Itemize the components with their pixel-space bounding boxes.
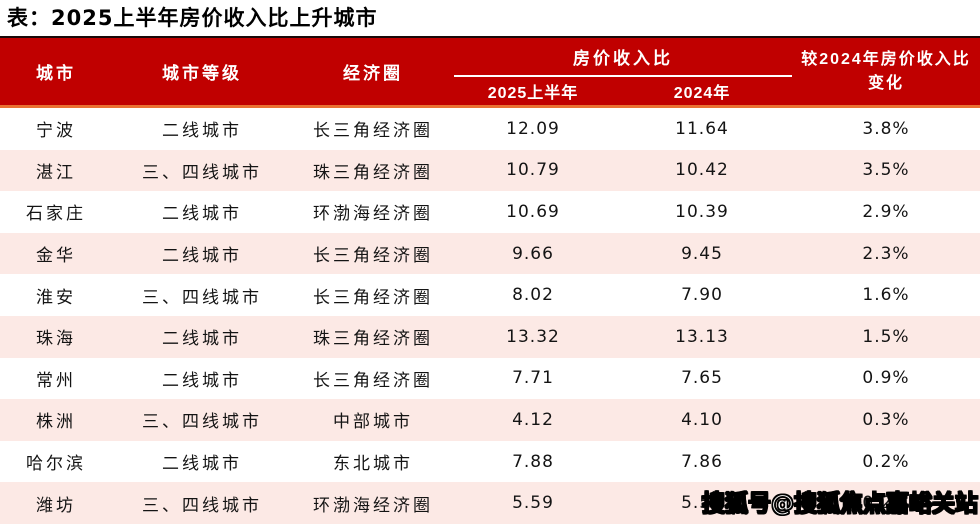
cell-region: 长三角经济圈 bbox=[313, 370, 433, 391]
cell-tier: 三、四线城市 bbox=[142, 495, 262, 516]
cell-ratio-2025: 10.69 bbox=[506, 201, 560, 222]
table-row: 珠海 二线城市 珠三角经济圈 13.32 13.13 1.5% bbox=[0, 315, 980, 358]
cell-city: 淮安 bbox=[36, 287, 76, 308]
cell-region: 长三角经济圈 bbox=[313, 121, 433, 142]
col-header-change: 较2024年房价收入比变化 bbox=[792, 37, 980, 108]
cell-city: 金华 bbox=[36, 246, 76, 267]
cell-city: 珠海 bbox=[36, 329, 76, 350]
table-row: 潍坊 三、四线城市 环渤海经济圈 5.59 5.58 0.2% bbox=[0, 482, 980, 524]
cell-ratio-2025: 7.71 bbox=[512, 368, 554, 389]
table-row: 湛江 三、四线城市 珠三角经济圈 10.79 10.42 3.5% bbox=[0, 149, 980, 192]
table-row: 哈尔滨 二线城市 东北城市 7.88 7.86 0.2% bbox=[0, 441, 980, 483]
cell-change: 0.3% bbox=[862, 409, 910, 430]
cell-city: 宁波 bbox=[36, 121, 76, 142]
table-row: 金华 二线城市 长三角经济圈 9.66 9.45 2.3% bbox=[0, 232, 980, 275]
cell-tier: 二线城市 bbox=[162, 370, 242, 391]
table-title: 表：2025上半年房价收入比上升城市 bbox=[7, 6, 378, 30]
col-header-region: 经济圈 bbox=[292, 37, 454, 108]
cell-ratio-2025: 8.02 bbox=[512, 285, 554, 306]
table-row: 常州 二线城市 长三角经济圈 7.71 7.65 0.9% bbox=[0, 358, 980, 400]
cell-ratio-2024: 7.65 bbox=[681, 368, 723, 389]
cell-tier: 三、四线城市 bbox=[142, 162, 262, 183]
cell-tier: 二线城市 bbox=[162, 121, 242, 142]
col-header-ratio-group: 房价收入比 bbox=[454, 37, 792, 77]
cell-region: 长三角经济圈 bbox=[313, 246, 433, 267]
cell-region: 珠三角经济圈 bbox=[313, 329, 433, 350]
col-header-city: 城市 bbox=[0, 37, 112, 108]
cell-tier: 三、四线城市 bbox=[142, 412, 262, 433]
cell-ratio-2024: 5.58 bbox=[681, 493, 723, 514]
cell-region: 环渤海经济圈 bbox=[313, 495, 433, 516]
cell-region: 东北城市 bbox=[333, 454, 413, 475]
cell-change: 0.9% bbox=[862, 368, 910, 389]
cell-ratio-2025: 7.88 bbox=[512, 451, 554, 472]
table-body: 宁波 二线城市 长三角经济圈 12.09 11.64 3.8% 湛江 三、四线城… bbox=[0, 107, 980, 524]
cell-change: 0.2% bbox=[862, 451, 910, 472]
table-row: 淮安 三、四线城市 长三角经济圈 8.02 7.90 1.6% bbox=[0, 274, 980, 316]
cell-ratio-2024: 7.90 bbox=[681, 285, 723, 306]
cell-city: 常州 bbox=[36, 370, 76, 391]
cell-tier: 二线城市 bbox=[162, 246, 242, 267]
cell-ratio-2024: 10.42 bbox=[675, 160, 729, 181]
cell-tier: 三、四线城市 bbox=[142, 287, 262, 308]
cell-ratio-2024: 7.86 bbox=[681, 451, 723, 472]
cell-city: 哈尔滨 bbox=[26, 454, 86, 475]
cell-ratio-2025: 5.59 bbox=[512, 493, 554, 514]
cell-city: 石家庄 bbox=[26, 204, 86, 225]
col-header-2024: 2024年 bbox=[612, 76, 792, 108]
table-row: 石家庄 二线城市 环渤海经济圈 10.69 10.39 2.9% bbox=[0, 191, 980, 233]
cell-change: 0.2% bbox=[862, 493, 910, 514]
cell-tier: 二线城市 bbox=[162, 329, 242, 350]
cell-ratio-2025: 4.12 bbox=[512, 409, 554, 430]
cell-region: 环渤海经济圈 bbox=[313, 204, 433, 225]
cell-ratio-2024: 11.64 bbox=[675, 118, 729, 139]
cell-tier: 二线城市 bbox=[162, 204, 242, 225]
cell-change: 3.5% bbox=[862, 160, 910, 181]
cell-ratio-2024: 13.13 bbox=[675, 326, 729, 347]
col-header-2025h1: 2025上半年 bbox=[454, 76, 612, 108]
col-header-tier: 城市等级 bbox=[112, 37, 292, 108]
housing-price-income-table: 城市 城市等级 经济圈 房价收入比 较2024年房价收入比变化 2025上半年 … bbox=[0, 36, 980, 524]
table-row: 宁波 二线城市 长三角经济圈 12.09 11.64 3.8% bbox=[0, 107, 980, 150]
cell-city: 湛江 bbox=[36, 162, 76, 183]
cell-ratio-2025: 13.32 bbox=[506, 326, 560, 347]
cell-region: 珠三角经济圈 bbox=[313, 162, 433, 183]
cell-ratio-2024: 10.39 bbox=[675, 201, 729, 222]
col-header-change-label: 较2024年房价收入比变化 bbox=[801, 51, 971, 92]
cell-region: 中部城市 bbox=[333, 412, 413, 433]
cell-change: 2.3% bbox=[862, 243, 910, 264]
table-header: 城市 城市等级 经济圈 房价收入比 较2024年房价收入比变化 2025上半年 … bbox=[0, 37, 980, 108]
table-row: 株洲 三、四线城市 中部城市 4.12 4.10 0.3% bbox=[0, 399, 980, 441]
cell-region: 长三角经济圈 bbox=[313, 287, 433, 308]
cell-change: 1.6% bbox=[862, 285, 910, 306]
cell-ratio-2024: 9.45 bbox=[681, 243, 723, 264]
cell-change: 3.8% bbox=[862, 118, 910, 139]
cell-ratio-2025: 9.66 bbox=[512, 243, 554, 264]
cell-city: 潍坊 bbox=[36, 495, 76, 516]
cell-change: 1.5% bbox=[862, 326, 910, 347]
cell-city: 株洲 bbox=[36, 412, 76, 433]
cell-ratio-2025: 12.09 bbox=[506, 118, 560, 139]
cell-ratio-2024: 4.10 bbox=[681, 409, 723, 430]
cell-change: 2.9% bbox=[862, 201, 910, 222]
sohu-watermark: 搜狐号@搜狐焦点嘉峪关站 bbox=[701, 490, 978, 517]
cell-ratio-2025: 10.79 bbox=[506, 160, 560, 181]
cell-tier: 二线城市 bbox=[162, 454, 242, 475]
